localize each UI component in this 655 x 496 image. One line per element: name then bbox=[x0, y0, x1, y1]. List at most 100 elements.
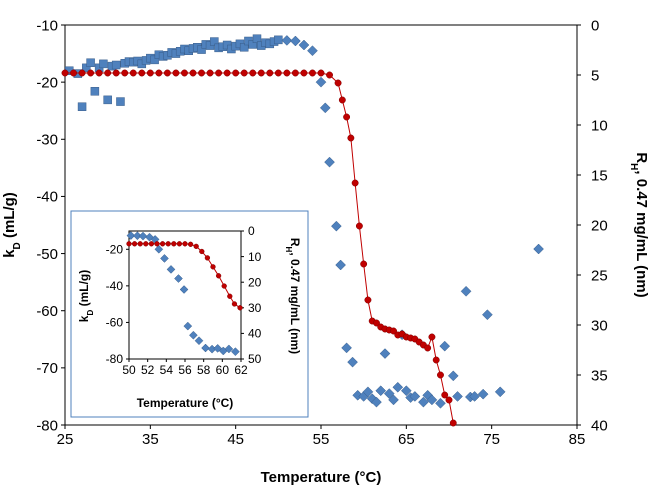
kd-square-point bbox=[248, 40, 257, 49]
kd-square-point bbox=[210, 37, 219, 46]
inset-kd-diamond-point bbox=[138, 231, 148, 241]
kd-square-point bbox=[252, 34, 262, 43]
kd-diamond-point bbox=[335, 259, 346, 271]
inset-rh-point bbox=[199, 248, 205, 255]
x-tick-label: 65 bbox=[398, 431, 415, 448]
kd-diamond-point bbox=[307, 45, 318, 57]
rh-point bbox=[326, 71, 333, 79]
kd-square-point bbox=[77, 102, 87, 111]
rh-point bbox=[249, 69, 257, 77]
rh-point bbox=[300, 69, 308, 77]
kd-diamond-point bbox=[315, 76, 327, 88]
inset-rh-point bbox=[210, 264, 216, 270]
kd-diamond-point bbox=[426, 394, 438, 406]
rh-point bbox=[364, 296, 372, 304]
rh-point bbox=[121, 69, 129, 77]
y2-tick-label: 5 bbox=[591, 67, 599, 84]
rh-point bbox=[223, 69, 231, 77]
kd-diamond-point bbox=[435, 397, 446, 409]
rh-point bbox=[441, 391, 449, 399]
inset-rh-point bbox=[237, 305, 243, 311]
inset-rh-point bbox=[204, 255, 211, 261]
x-axis-title: Temperature (°C) bbox=[261, 469, 382, 486]
inset-kd-diamond-point bbox=[189, 330, 198, 340]
rh-point bbox=[215, 69, 223, 77]
inset-kd-diamond-point bbox=[231, 347, 240, 357]
y2-tick-label: 25 bbox=[591, 267, 608, 284]
rh-point bbox=[257, 69, 265, 77]
y-tick-label: -30 bbox=[36, 132, 58, 149]
rh-point bbox=[138, 69, 146, 77]
inset-rh-point bbox=[227, 293, 233, 299]
inset-y2-tick-label: 30 bbox=[248, 301, 262, 315]
rh-point bbox=[334, 79, 342, 87]
rh-point bbox=[61, 69, 69, 77]
rh-point bbox=[240, 69, 248, 77]
inset-plot-frame bbox=[128, 230, 242, 360]
y2-tick-label: 10 bbox=[591, 117, 608, 134]
inset-rh-point bbox=[159, 241, 166, 247]
rh-point bbox=[112, 69, 120, 77]
kd-square-point bbox=[274, 35, 283, 45]
kd-diamond-point bbox=[439, 340, 451, 352]
inset-x-axis-title: Temperature (°C) bbox=[137, 396, 234, 410]
kd-diamond-point bbox=[371, 396, 382, 408]
y2-tick-label: 40 bbox=[591, 417, 608, 434]
rh-point bbox=[232, 69, 240, 77]
x-tick-label: 35 bbox=[142, 431, 159, 448]
inset-x-tick-label: 60 bbox=[216, 363, 230, 377]
inset-y-axis-title: kD (mL/g) bbox=[77, 270, 95, 322]
y2-tick-label: 30 bbox=[591, 317, 608, 334]
inset-y2-tick-label: 20 bbox=[248, 275, 262, 289]
inset-kd-diamond-point bbox=[154, 244, 164, 254]
y-tick-label: -70 bbox=[36, 360, 58, 377]
inset-x-tick-label: 50 bbox=[122, 363, 136, 377]
kd-diamond-point bbox=[319, 102, 331, 114]
inset-y2-axis-title: RH, 0.47 mg/mL (nm) bbox=[285, 238, 303, 354]
inset-kd-diamond-point bbox=[224, 344, 234, 354]
rh-point bbox=[291, 69, 299, 77]
inset-y2-tick-label: 10 bbox=[248, 250, 262, 264]
rh-point bbox=[206, 69, 214, 77]
rh-point bbox=[355, 222, 363, 230]
rh-point bbox=[78, 69, 86, 77]
kd-diamond-point bbox=[460, 285, 472, 297]
kd-diamond-point bbox=[362, 386, 374, 398]
inset-x-tick-label: 54 bbox=[160, 363, 174, 377]
inset-rh-point bbox=[126, 241, 132, 247]
y-tick-label: -80 bbox=[36, 417, 58, 434]
rh-point bbox=[347, 134, 355, 142]
rh-point bbox=[360, 260, 368, 268]
inset-x-tick-label: 58 bbox=[197, 363, 211, 377]
kd-diamond-point bbox=[447, 370, 459, 382]
inset-rh-point bbox=[176, 241, 183, 247]
inset-x-tick-label: 56 bbox=[178, 363, 192, 377]
kd-square-point bbox=[197, 45, 206, 54]
rh-point bbox=[338, 96, 346, 104]
x-tick-label: 85 bbox=[569, 431, 586, 448]
main-series bbox=[61, 34, 544, 427]
y2-axis-title: RH, 0.47 mg/mL (nm) bbox=[629, 152, 651, 297]
rh-point bbox=[87, 69, 95, 77]
kd-diamond-point bbox=[392, 381, 404, 393]
inset-y2-tick-label: 0 bbox=[248, 224, 255, 238]
kd-diamond-point bbox=[324, 156, 335, 168]
kd-diamond-point bbox=[388, 394, 399, 406]
kd-diamond-point bbox=[331, 220, 342, 232]
rh-point bbox=[343, 113, 351, 121]
main-ticks: 25 35 45 55 65 75 85-10-20-30-40-50-60-70-8005… bbox=[36, 17, 607, 448]
rh-point bbox=[95, 69, 103, 77]
inset-y-tick-label: -40 bbox=[106, 279, 124, 293]
rh-point bbox=[424, 344, 432, 352]
rh-point bbox=[449, 419, 457, 427]
inset-rh-point bbox=[154, 241, 160, 247]
inset-kd-diamond-point bbox=[166, 265, 176, 274]
kd-diamond-point bbox=[533, 243, 544, 255]
rh-point bbox=[70, 69, 77, 77]
inset-kd-diamond-point bbox=[133, 231, 142, 241]
x-tick-label: 45 bbox=[227, 431, 244, 448]
inset-kd-diamond-point bbox=[126, 231, 136, 240]
kd-square-point bbox=[111, 60, 121, 70]
inset-rh-point bbox=[193, 243, 199, 250]
